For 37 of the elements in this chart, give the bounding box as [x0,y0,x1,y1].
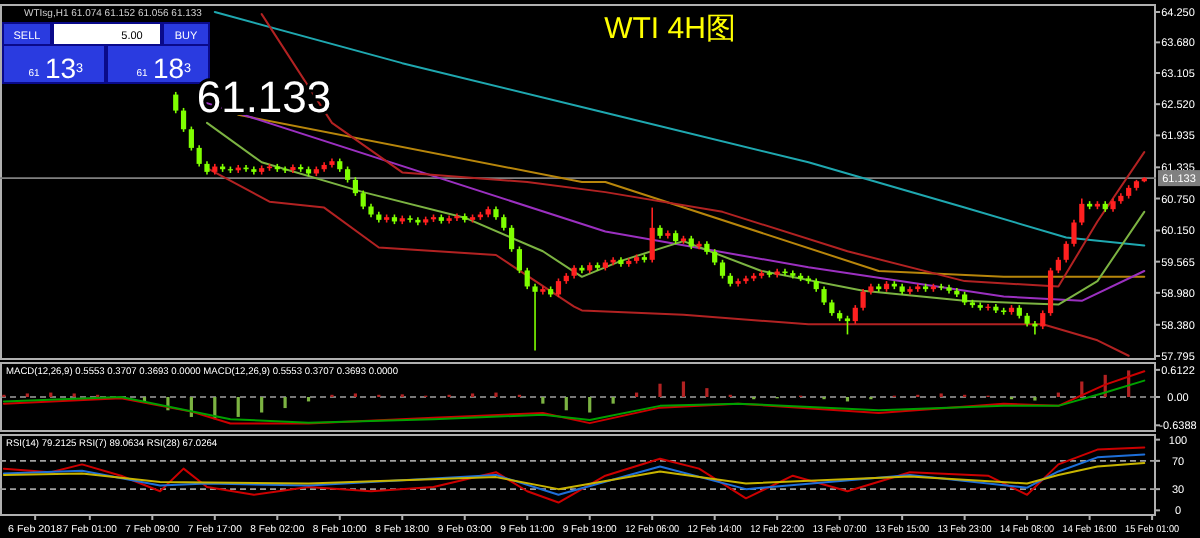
line-series [2,461,1146,491]
candlestick [352,176,358,197]
candlestick [516,245,523,274]
candlestick [298,163,304,173]
line-series [2,370,1146,425]
candlestick [407,214,413,224]
candlestick [1071,219,1077,248]
chart-title: WTI 4H图 [604,12,736,46]
candlestick [1047,267,1054,317]
line-series [2,379,1146,424]
candlestick [509,224,515,253]
candlestick [532,282,538,352]
candlestick [282,165,288,174]
line-series [2,446,1146,504]
candlestick [1079,197,1085,226]
candlestick [821,285,827,306]
candlestick [1040,309,1046,330]
candlestick [173,91,179,115]
candlestick [852,304,858,325]
candlestick [454,212,460,222]
candlestick [524,267,530,290]
candlestick [196,144,202,168]
candlestick [188,125,194,152]
line-series [205,167,1130,357]
candlestick [180,107,187,133]
candlestick [555,277,562,298]
candlestick [360,189,366,210]
line-series [2,453,1146,496]
candlestick [844,314,851,336]
candlestick [719,259,726,280]
annotation: 18$^{3}$ [152,52,193,84]
candlestick [1063,240,1069,264]
annotation: 13$^{3}$ [44,52,85,84]
candlestick [649,206,655,264]
line-series [237,113,1146,278]
candlestick [860,288,866,312]
candlestick [985,303,991,312]
